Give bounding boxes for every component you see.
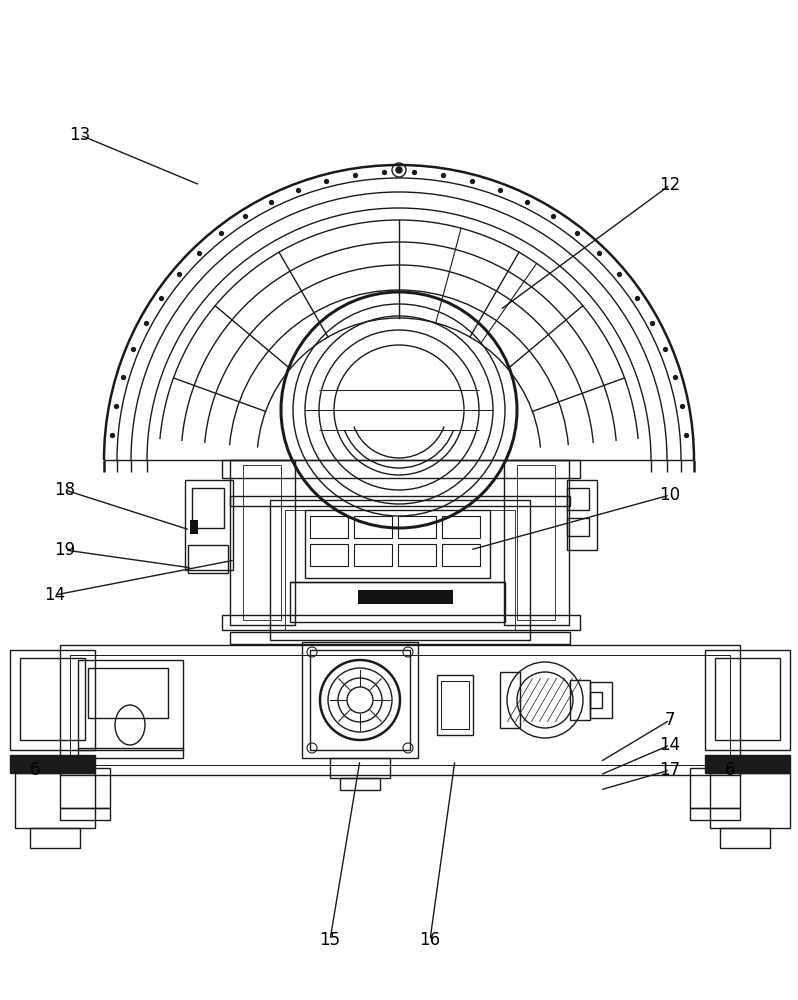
Bar: [690, 808, 740, 820]
Text: 14: 14: [659, 736, 681, 754]
Bar: [302, 642, 418, 758]
Bar: [222, 615, 580, 630]
Bar: [270, 500, 530, 640]
Bar: [705, 755, 790, 773]
Text: 6: 6: [30, 761, 40, 779]
Bar: [437, 675, 473, 735]
Bar: [192, 488, 224, 528]
Bar: [20, 658, 85, 740]
Bar: [285, 510, 515, 630]
Bar: [354, 516, 392, 538]
Bar: [442, 516, 480, 538]
Bar: [398, 516, 436, 538]
Bar: [188, 545, 228, 573]
Bar: [243, 465, 281, 620]
Text: 15: 15: [319, 931, 341, 949]
Text: 7: 7: [665, 711, 675, 729]
Bar: [310, 544, 348, 566]
Bar: [398, 544, 436, 566]
Bar: [517, 465, 555, 620]
Text: 10: 10: [659, 486, 681, 504]
Bar: [330, 758, 390, 778]
Circle shape: [396, 167, 402, 173]
Text: 12: 12: [659, 176, 681, 194]
Text: 14: 14: [45, 586, 65, 604]
Bar: [570, 680, 590, 720]
Bar: [567, 488, 589, 510]
Bar: [230, 496, 570, 506]
Bar: [305, 510, 490, 578]
Bar: [60, 768, 110, 808]
Text: 13: 13: [69, 126, 91, 144]
Bar: [88, 668, 168, 718]
Bar: [78, 660, 183, 750]
Bar: [441, 681, 469, 729]
Bar: [354, 544, 392, 566]
Bar: [310, 650, 410, 750]
Bar: [290, 582, 505, 622]
Bar: [30, 828, 80, 848]
Bar: [690, 768, 740, 808]
Bar: [185, 480, 233, 570]
Text: 6: 6: [725, 761, 735, 779]
Bar: [340, 778, 380, 790]
Bar: [504, 460, 569, 625]
Bar: [590, 682, 612, 718]
Text: 18: 18: [54, 481, 76, 499]
Text: 16: 16: [420, 931, 440, 949]
Bar: [60, 808, 110, 820]
Bar: [358, 590, 453, 604]
Bar: [442, 544, 480, 566]
Text: 19: 19: [54, 541, 76, 559]
Bar: [720, 828, 770, 848]
Bar: [590, 692, 602, 708]
Bar: [705, 755, 790, 773]
Bar: [567, 480, 597, 550]
Bar: [70, 655, 730, 765]
Bar: [10, 755, 95, 773]
Bar: [705, 650, 790, 750]
Bar: [190, 520, 198, 534]
Bar: [500, 672, 520, 728]
Bar: [222, 460, 580, 478]
Bar: [715, 658, 780, 740]
Bar: [230, 632, 570, 644]
Bar: [10, 755, 95, 773]
Bar: [78, 748, 183, 758]
Bar: [60, 645, 740, 775]
Text: 17: 17: [659, 761, 681, 779]
Bar: [15, 773, 95, 828]
Bar: [230, 460, 295, 625]
Bar: [710, 773, 790, 828]
Bar: [10, 650, 95, 750]
Bar: [310, 516, 348, 538]
Bar: [567, 518, 589, 536]
